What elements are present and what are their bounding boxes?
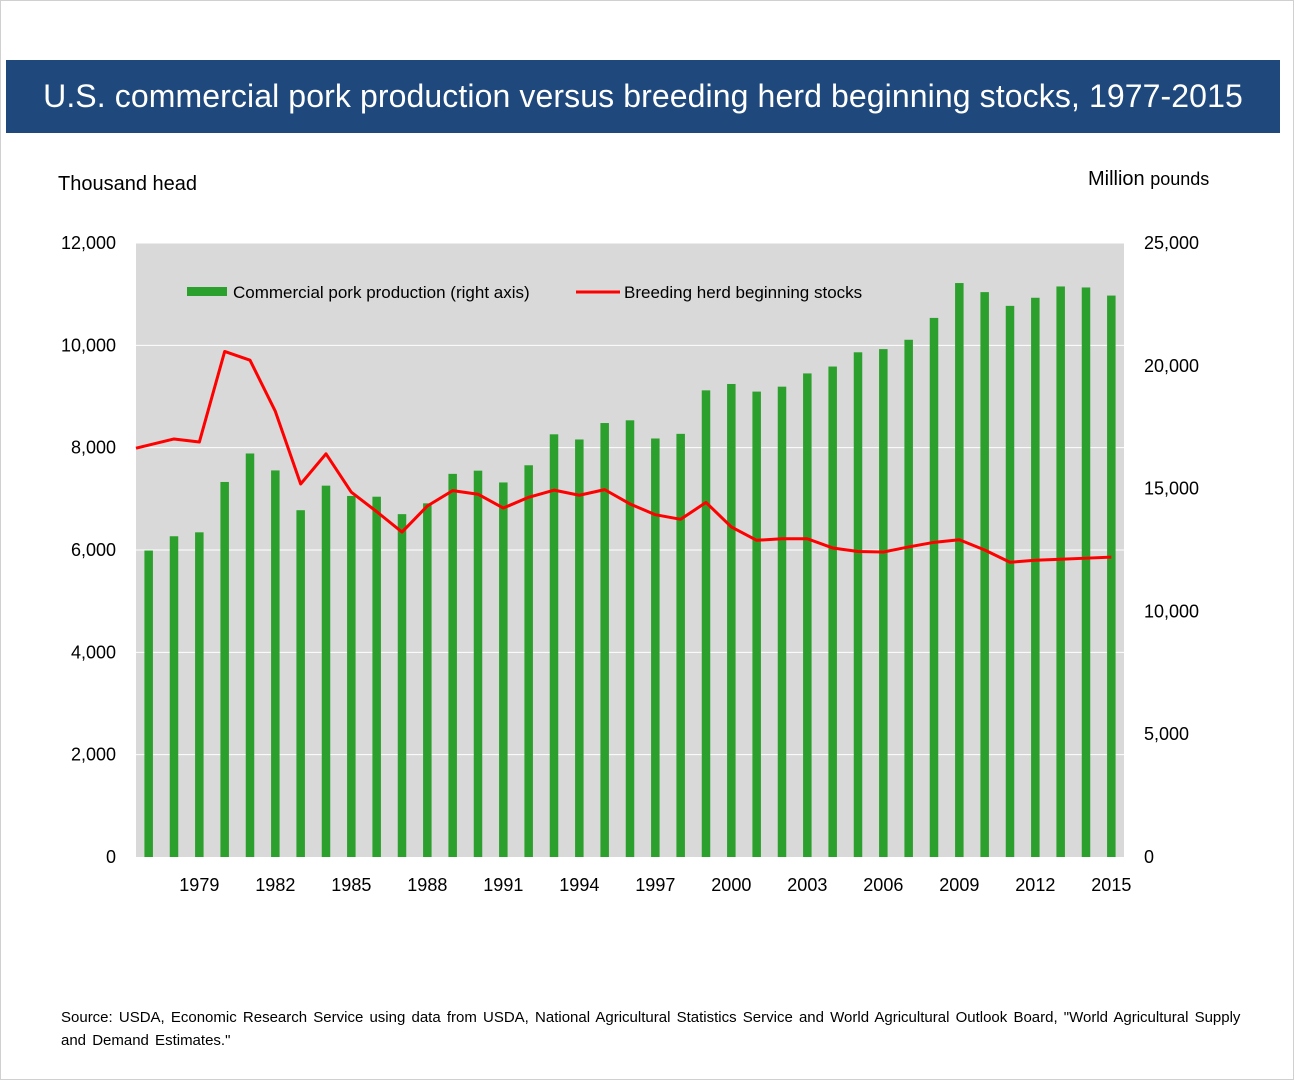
line-series bbox=[135, 349, 1112, 564]
right-axis-ticks: 0 5,000 10,000 15,000 20,000 25,000 bbox=[1144, 233, 1199, 867]
right-tick-label: 15,000 bbox=[1144, 479, 1199, 499]
bar bbox=[955, 283, 964, 857]
left-tick-label: 0 bbox=[106, 847, 116, 867]
bar bbox=[752, 391, 761, 857]
bar bbox=[777, 386, 787, 857]
x-tick-label: 2006 bbox=[863, 875, 903, 895]
left-tick-label: 6,000 bbox=[71, 540, 116, 560]
bar bbox=[473, 470, 483, 857]
bar bbox=[676, 433, 685, 857]
x-tick-label: 1997 bbox=[635, 875, 675, 895]
right-axis-title: Million pounds bbox=[1088, 168, 1209, 191]
x-tick-label: 2015 bbox=[1091, 875, 1131, 895]
bar bbox=[169, 536, 179, 857]
x-tick-label: 2012 bbox=[1015, 875, 1055, 895]
bar bbox=[423, 503, 432, 857]
right-tick-label: 25,000 bbox=[1144, 233, 1199, 253]
x-tick-label: 1979 bbox=[179, 875, 219, 895]
bar bbox=[397, 514, 407, 857]
bar bbox=[245, 453, 255, 857]
legend-label-line: Breeding herd beginning stocks bbox=[624, 283, 862, 302]
bar bbox=[220, 481, 229, 857]
bar bbox=[448, 473, 457, 857]
bar bbox=[625, 420, 635, 857]
x-tick-label: 1988 bbox=[407, 875, 447, 895]
x-tick-label: 1991 bbox=[483, 875, 523, 895]
bar bbox=[828, 366, 837, 857]
right-tick-label: 5,000 bbox=[1144, 724, 1189, 744]
bar bbox=[600, 423, 609, 857]
bar bbox=[372, 496, 381, 857]
title-bar: U.S. commercial pork production versus b… bbox=[6, 60, 1280, 133]
right-tick-label: 20,000 bbox=[1144, 356, 1199, 376]
bar bbox=[1081, 287, 1091, 857]
bar-series bbox=[144, 283, 1116, 858]
x-tick-label: 2003 bbox=[787, 875, 827, 895]
bar bbox=[195, 532, 204, 857]
bar bbox=[1107, 295, 1116, 857]
bar bbox=[347, 495, 356, 857]
bar bbox=[575, 439, 584, 857]
right-tick-label: 0 bbox=[1144, 847, 1154, 867]
chart-title: U.S. commercial pork production versus b… bbox=[43, 78, 1243, 114]
chart-svg: 0 2,000 4,000 6,000 8,000 10,000 12,000 0 5,000… bbox=[61, 233, 1199, 895]
right-axis-title-main: Million bbox=[1088, 168, 1145, 190]
bar bbox=[651, 438, 660, 857]
source-note: Source: USDA, Economic Research Service … bbox=[61, 1009, 1241, 1049]
left-tick-label: 2,000 bbox=[71, 745, 116, 765]
left-tick-label: 8,000 bbox=[71, 438, 116, 458]
bar bbox=[1056, 286, 1065, 857]
x-tick-label: 2000 bbox=[711, 875, 751, 895]
bar bbox=[929, 317, 939, 858]
right-tick-label: 10,000 bbox=[1144, 601, 1199, 621]
x-tick-label: 2009 bbox=[939, 875, 979, 895]
bar bbox=[701, 390, 711, 857]
bar bbox=[980, 292, 989, 857]
bar bbox=[296, 510, 305, 857]
bar bbox=[271, 470, 280, 857]
legend: Commercial pork production (right axis) … bbox=[187, 283, 862, 302]
x-tick-label: 1994 bbox=[559, 875, 599, 895]
bar bbox=[853, 352, 863, 857]
left-axis-title: Thousand head bbox=[58, 173, 198, 195]
left-tick-label: 10,000 bbox=[61, 335, 116, 355]
bar bbox=[879, 349, 888, 857]
bar bbox=[549, 434, 559, 857]
bar bbox=[803, 373, 812, 857]
legend-swatch-bar bbox=[187, 287, 227, 296]
bar bbox=[727, 383, 736, 857]
right-axis-title-unit: pounds bbox=[1150, 169, 1210, 189]
left-tick-label: 4,000 bbox=[71, 642, 116, 662]
legend-label-bar: Commercial pork production (right axis) bbox=[233, 283, 530, 302]
bar bbox=[524, 465, 533, 857]
bar bbox=[144, 550, 153, 857]
bar bbox=[499, 482, 508, 857]
left-tick-label: 12,000 bbox=[61, 233, 116, 253]
bar bbox=[321, 485, 331, 857]
bar bbox=[904, 339, 913, 858]
x-axis-ticks: 1979 1982 1985 1988 1991 1994 1997 2000 2003 2006… bbox=[179, 875, 1131, 895]
left-axis-ticks: 0 2,000 4,000 6,000 8,000 10,000 12,000 bbox=[61, 233, 116, 867]
x-tick-label: 1982 bbox=[255, 875, 295, 895]
bar bbox=[1005, 305, 1015, 857]
bar bbox=[1031, 297, 1040, 857]
x-tick-label: 1985 bbox=[331, 875, 371, 895]
